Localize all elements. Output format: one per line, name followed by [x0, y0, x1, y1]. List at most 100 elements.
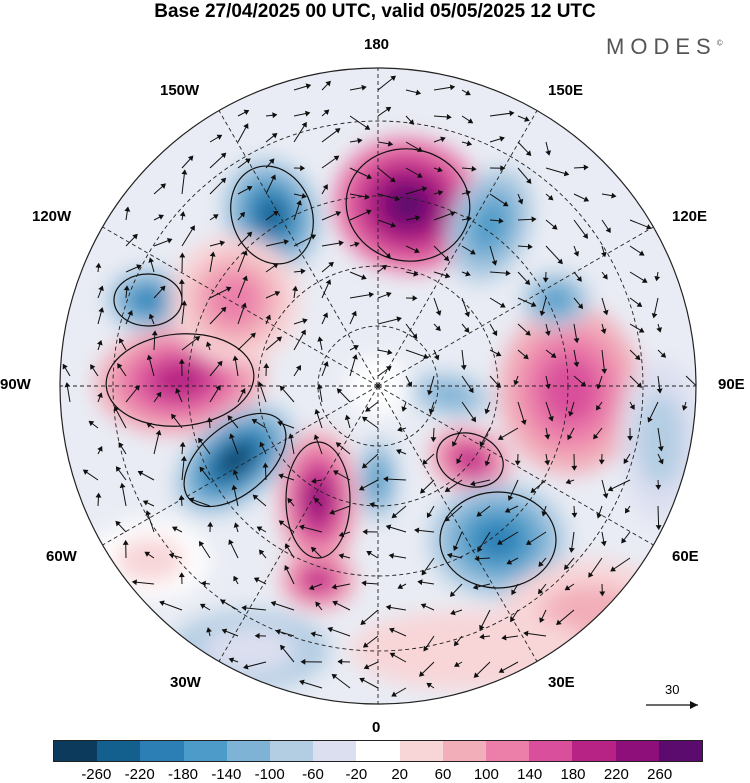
wind-arrow: [349, 84, 367, 91]
wind-arrow: [405, 167, 423, 178]
wind-arrow: [433, 271, 451, 279]
wind-arrow: [545, 349, 557, 358]
wind-arrow: [118, 442, 127, 455]
wind-arrow: [293, 268, 306, 275]
wind-arrow: [292, 285, 299, 299]
wind-arrow: [433, 114, 452, 120]
wind-arrow: [377, 140, 394, 147]
wind-arrow: [377, 167, 396, 183]
anomaly-contour-fill: [115, 536, 185, 584]
wind-arrow: [405, 349, 429, 360]
wind-arrow: [369, 502, 379, 508]
wind-arrow: [421, 557, 435, 576]
wind-arrow: [349, 167, 373, 180]
wind-arrow: [544, 323, 551, 337]
wind-arrow: [433, 190, 444, 196]
label-150w: 150W: [160, 82, 200, 99]
wind-arrow: [293, 83, 312, 91]
wind-arrow: [293, 329, 306, 351]
wind-arrow: [629, 401, 635, 410]
wind-arrow: [489, 375, 501, 389]
wind-arrow: [178, 278, 185, 299]
wind-arrow: [517, 297, 537, 307]
brand-mark: ©: [716, 38, 723, 48]
colorbar-tick-label: -20: [345, 766, 368, 783]
wind-arrow: [349, 209, 372, 221]
wind-arrow: [237, 211, 246, 221]
wind-arrow: [205, 341, 212, 351]
colorbar-bin: [97, 741, 141, 761]
wind-arrow: [125, 233, 138, 247]
wind-arrow: [279, 385, 295, 403]
wind-arrow: [293, 364, 302, 377]
wind-arrow: [542, 271, 549, 283]
colorbar-bin: [399, 741, 443, 761]
wind-arrow: [537, 583, 547, 595]
wind-arrow: [601, 219, 611, 234]
wind-arrow: [593, 427, 603, 440]
wind-arrow: [349, 291, 375, 299]
wind-arrow: [265, 290, 281, 299]
wind-arrow: [433, 136, 446, 143]
wind-arrow: [362, 528, 379, 535]
wind-arrow: [430, 427, 437, 443]
wind-arrow: [573, 297, 584, 310]
wind-arrow: [148, 257, 155, 273]
wind-arrow: [181, 300, 188, 325]
anomaly-contour-fill: [259, 200, 285, 230]
wind-arrow: [199, 540, 211, 559]
colorbar-tick-label: 20: [391, 766, 408, 783]
colorbar-bin: [529, 741, 573, 761]
wind-arrow: [573, 245, 580, 257]
wind-arrow: [361, 453, 379, 469]
meridian-line: [377, 385, 654, 546]
label-60e: 60E: [672, 548, 699, 565]
wind-arrow: [209, 306, 227, 325]
wind-arrow: [265, 263, 279, 273]
wind-arrow: [573, 323, 580, 344]
wind-arrow: [474, 555, 491, 562]
wind-arrow: [601, 349, 608, 374]
wind-arrow: [472, 583, 491, 590]
wind-arrow: [97, 446, 103, 455]
colorbar-bin: [356, 741, 400, 761]
wind-arrow: [265, 314, 271, 325]
wind-arrow: [477, 531, 491, 553]
wind-arrow: [469, 479, 491, 487]
colorbar-tick-label: 180: [560, 766, 586, 783]
wind-arrow: [600, 531, 607, 547]
wind-arrow: [122, 539, 129, 559]
wind-arrow: [313, 434, 323, 455]
colorbar-bin: [615, 741, 659, 761]
anomaly-contour-fill: [542, 288, 570, 312]
wind-arrow: [419, 479, 435, 494]
wind-arrow: [461, 245, 476, 255]
wind-arrow: [484, 401, 491, 415]
wind-arrow: [321, 361, 329, 377]
wind-arrow: [153, 237, 173, 247]
wind-arrow: [588, 557, 603, 578]
wind-arrow: [405, 115, 415, 125]
colorbar-tick-label: -140: [211, 766, 242, 783]
wind-arrow: [321, 155, 340, 169]
wind-arrow: [179, 211, 186, 221]
wind-arrow: [545, 167, 570, 177]
wind-arrow: [377, 106, 392, 117]
wind-arrow: [300, 658, 323, 665]
wind-arrow: [221, 628, 239, 637]
wind-arrow: [333, 470, 351, 481]
colorbar: [53, 740, 703, 762]
wind-arrow: [539, 297, 547, 317]
wind-arrow: [233, 522, 240, 533]
wind-arrow: [263, 363, 270, 377]
wind-arrow: [498, 661, 519, 673]
wind-arrow: [209, 177, 227, 195]
map-boundary: [59, 67, 697, 705]
wind-arrow: [452, 427, 463, 447]
wind-arrow: [377, 264, 388, 273]
wind-arrow: [420, 603, 435, 611]
wind-arrow: [601, 245, 607, 258]
wind-arrow: [241, 605, 267, 611]
wind-arrow: [96, 339, 103, 351]
wind-arrow: [366, 550, 379, 559]
